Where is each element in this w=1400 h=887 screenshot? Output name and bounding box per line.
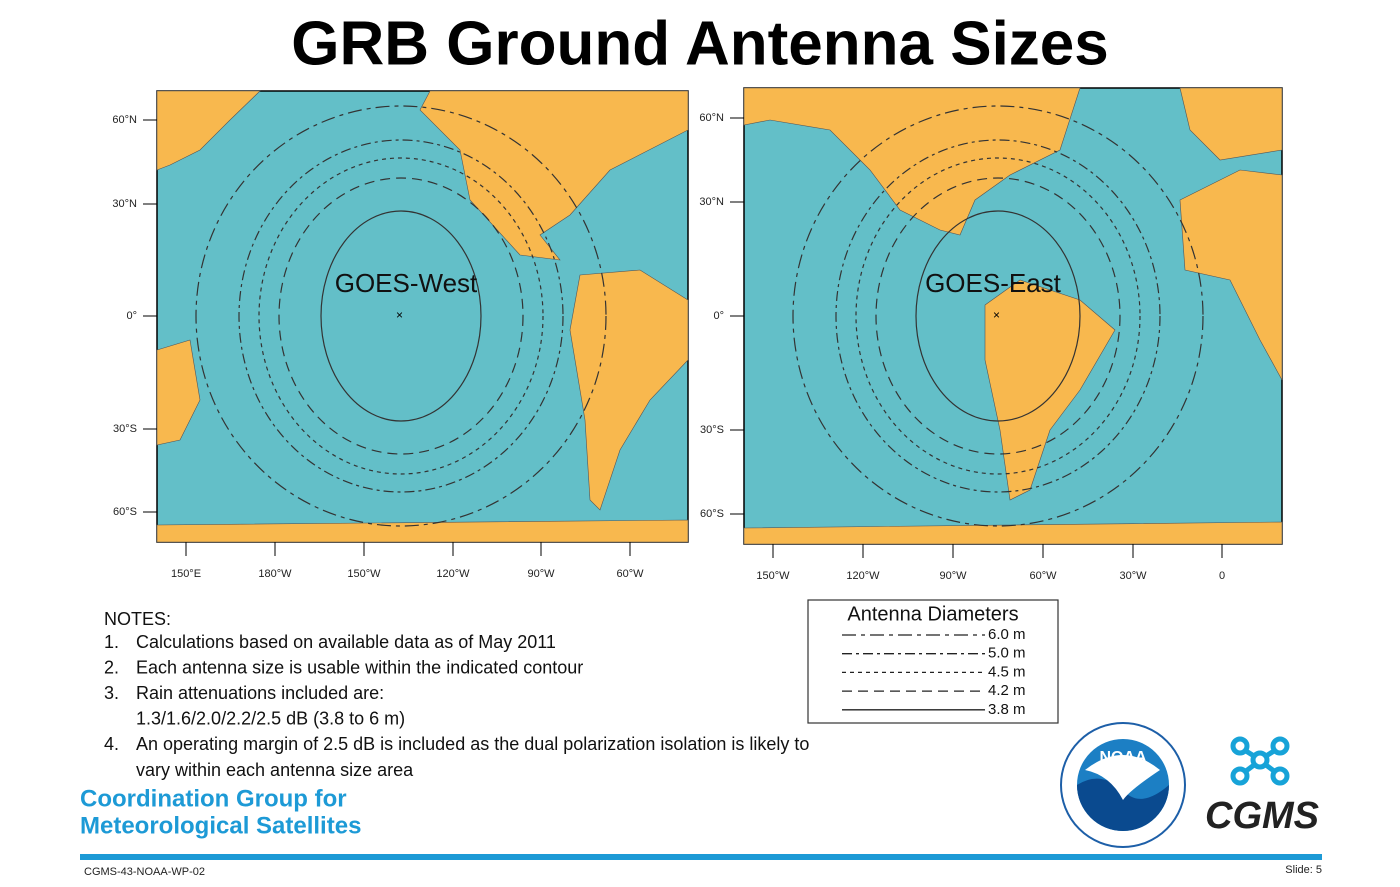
lon-label: 120°W: [436, 568, 470, 580]
legend-box: [807, 599, 1059, 724]
note-text: An operating margin of 2.5 dB is include…: [136, 734, 809, 754]
note-text: 1.3/1.6/2.0/2.2/2.5 dB (3.8 to 6 m): [136, 709, 405, 729]
legend-label: 6.0 m: [988, 626, 1026, 643]
note-number: 2.: [104, 657, 119, 677]
lat-label: 60°N: [112, 114, 137, 126]
lon-label: 180°W: [258, 568, 292, 580]
svg-text:×: ×: [396, 308, 403, 322]
legend-label: 4.5 m: [988, 663, 1026, 680]
note-text: Each antenna size is usable within the i…: [136, 657, 583, 677]
lon-label: 30°W: [1119, 570, 1147, 582]
legend-label: 5.0 m: [988, 645, 1026, 662]
doc-id: CGMS-43-NOAA-WP-02: [84, 866, 205, 878]
legend-title: Antenna Diameters: [847, 603, 1018, 625]
lon-label: 90°W: [527, 568, 555, 580]
map-west: × GOES-West: [156, 90, 689, 543]
lat-label: 60°N: [699, 112, 724, 124]
lat-label: 0°: [126, 310, 137, 322]
cgms-logo: CGMS: [1205, 736, 1319, 837]
lat-label: 60°S: [113, 506, 137, 518]
lat-label: 30°S: [113, 423, 137, 435]
lat-label: 30°N: [699, 196, 724, 208]
lon-label: 0: [1219, 570, 1225, 582]
note-number: 3.: [104, 683, 119, 703]
note-number: 4.: [104, 734, 119, 754]
legend-label: 3.8 m: [988, 701, 1026, 718]
org-name: Coordination Group for: [80, 785, 347, 812]
lon-label: 90°W: [939, 570, 967, 582]
note-number: 1.: [104, 632, 119, 652]
lon-label: 150°W: [756, 570, 790, 582]
note-text: vary within each antenna size area: [136, 760, 414, 780]
map-east: × GOES-East: [743, 87, 1283, 545]
slide-title: GRB Ground Antenna Sizes: [291, 9, 1109, 78]
lon-label: 150°E: [171, 568, 201, 580]
lon-label: 60°W: [616, 568, 644, 580]
org-name: Meteorological Satellites: [80, 812, 361, 839]
note-text: Calculations based on available data as …: [136, 632, 556, 652]
footer-rule: [80, 854, 1322, 860]
lat-label: 30°N: [112, 198, 137, 210]
svg-text:×: ×: [993, 308, 1000, 322]
lat-label: 30°S: [700, 424, 724, 436]
note-text: Rain attenuations included are:: [136, 683, 384, 703]
lon-label: 150°W: [347, 568, 381, 580]
satellite-label: GOES-West: [335, 268, 478, 298]
noaa-logo: NOAA: [1060, 722, 1186, 848]
cgms-text: CGMS: [1205, 795, 1319, 837]
noaa-text: NOAA: [1099, 749, 1147, 766]
slide-number: Slide: 5: [1285, 864, 1322, 876]
lat-label: 60°S: [700, 508, 724, 520]
lon-label: 60°W: [1029, 570, 1057, 582]
lat-label: 0°: [713, 310, 724, 322]
notes-heading: NOTES:: [104, 609, 171, 629]
satellite-label: GOES-East: [925, 268, 1062, 298]
lon-label: 120°W: [846, 570, 880, 582]
legend-label: 4.2 m: [988, 682, 1026, 699]
